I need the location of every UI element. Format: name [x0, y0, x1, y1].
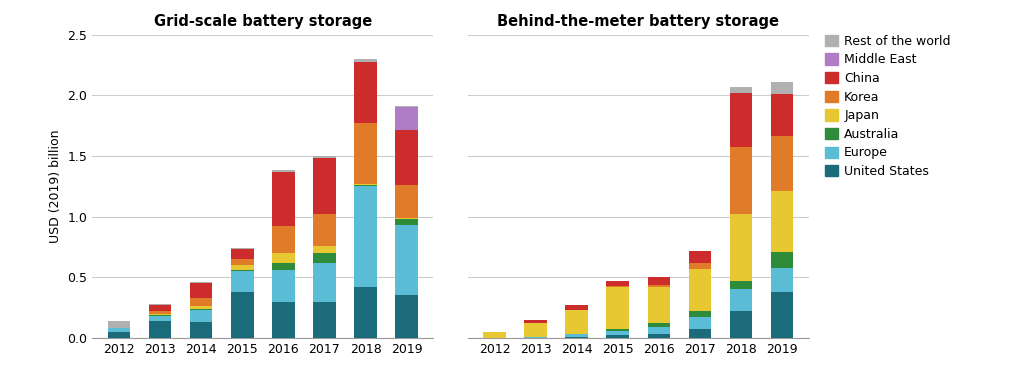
Bar [354, 184, 377, 185]
Bar [354, 186, 377, 287]
Bar [272, 263, 295, 270]
Bar [189, 309, 212, 310]
Bar [189, 306, 212, 309]
Bar [771, 82, 794, 94]
Bar [272, 253, 295, 263]
Bar [148, 314, 171, 315]
Bar [647, 285, 670, 287]
Bar [730, 147, 753, 214]
Bar [771, 94, 794, 136]
Bar [771, 136, 794, 191]
Bar [189, 282, 212, 283]
Bar [565, 305, 588, 310]
Bar [272, 301, 295, 338]
Bar [148, 305, 171, 311]
Bar [148, 304, 171, 305]
Bar [689, 317, 712, 329]
Bar [313, 246, 336, 253]
Bar [524, 320, 547, 323]
Bar [647, 277, 670, 285]
Bar [771, 252, 794, 268]
Bar [354, 63, 377, 123]
Bar [606, 336, 629, 338]
Y-axis label: USD (2019) billion: USD (2019) billion [49, 129, 61, 243]
Bar [189, 322, 212, 338]
Bar [606, 329, 629, 331]
Bar [272, 172, 295, 226]
Bar [231, 265, 254, 270]
Bar [313, 214, 336, 246]
Bar [395, 131, 418, 185]
Bar [189, 283, 212, 298]
Bar [313, 158, 336, 214]
Bar [730, 87, 753, 93]
Bar [189, 298, 212, 306]
Bar [771, 268, 794, 292]
Bar [689, 311, 712, 317]
Bar [647, 323, 670, 327]
Bar [231, 271, 254, 292]
Bar [272, 170, 295, 172]
Bar [730, 93, 753, 147]
Bar [730, 290, 753, 311]
Bar [565, 310, 588, 334]
Bar [354, 123, 377, 184]
Bar [395, 106, 418, 108]
Bar [272, 226, 295, 253]
Bar [647, 287, 670, 323]
Bar [231, 249, 254, 259]
Bar [689, 250, 712, 263]
Bar [606, 287, 629, 329]
Bar [148, 311, 171, 314]
Bar [108, 328, 130, 332]
Bar [313, 156, 336, 158]
Bar [689, 329, 712, 338]
Bar [231, 292, 254, 338]
Bar [231, 248, 254, 249]
Bar [272, 270, 295, 301]
Title: Grid-scale battery storage: Grid-scale battery storage [154, 14, 372, 29]
Bar [565, 337, 588, 338]
Bar [148, 315, 171, 316]
Bar [395, 108, 418, 131]
Bar [395, 219, 418, 225]
Bar [730, 281, 753, 290]
Bar [395, 218, 418, 219]
Bar [108, 321, 130, 328]
Bar [148, 316, 171, 321]
Bar [354, 59, 377, 63]
Bar [771, 292, 794, 338]
Bar [108, 332, 130, 338]
Bar [148, 321, 171, 338]
Bar [313, 263, 336, 301]
Bar [647, 334, 670, 338]
Bar [313, 301, 336, 338]
Bar [565, 334, 588, 337]
Bar [771, 191, 794, 252]
Bar [395, 225, 418, 295]
Bar [231, 270, 254, 271]
Title: Behind-the-meter battery storage: Behind-the-meter battery storage [498, 14, 779, 29]
Bar [354, 287, 377, 338]
Bar [730, 311, 753, 338]
Bar [313, 253, 336, 263]
Bar [395, 185, 418, 218]
Bar [524, 323, 547, 337]
Bar [689, 269, 712, 311]
Bar [606, 281, 629, 286]
Bar [606, 331, 629, 336]
Bar [524, 337, 547, 338]
Bar [483, 332, 506, 338]
Bar [354, 185, 377, 186]
Bar [189, 310, 212, 322]
Bar [730, 214, 753, 281]
Bar [606, 286, 629, 287]
Bar [689, 263, 712, 269]
Legend: Rest of the world, Middle East, China, Korea, Japan, Australia, Europe, United S: Rest of the world, Middle East, China, K… [825, 35, 950, 178]
Bar [231, 259, 254, 265]
Bar [395, 295, 418, 338]
Bar [647, 327, 670, 334]
